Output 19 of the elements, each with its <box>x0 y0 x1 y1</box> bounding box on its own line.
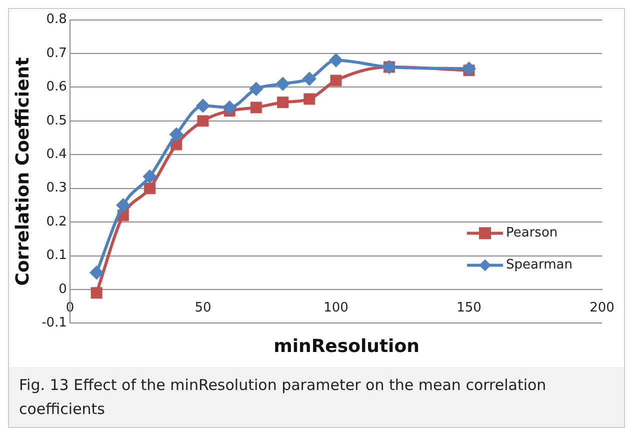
y-axis-title: Correlation Coefficient <box>12 56 34 286</box>
legend-label: Pearson <box>506 226 558 241</box>
y-tick-label: 0.7 <box>46 46 67 61</box>
x-tick-label: 100 <box>324 300 348 316</box>
y-tick-label: 0.8 <box>46 12 67 28</box>
y-tick-label: 0.4 <box>46 147 67 162</box>
x-tick-label: 50 <box>194 300 212 316</box>
y-tick-label: 0.2 <box>46 214 67 230</box>
y-tick-label: 0 <box>58 282 67 297</box>
y-tick-label: -0.1 <box>42 316 67 331</box>
x-axis-title: minResolution <box>272 335 420 359</box>
y-tick-label: 0.1 <box>46 248 67 264</box>
x-tick-label: 200 <box>590 300 614 316</box>
x-tick-label: 150 <box>456 300 482 316</box>
caption: Fig. 13 Effect of the minResolution parameter on the mean correlation coefficients <box>9 367 624 427</box>
y-tick-label: 0.5 <box>46 113 67 128</box>
legend-label: Spearman <box>506 258 572 273</box>
y-tick-label: 0.3 <box>46 180 67 196</box>
y-tick-label: 0.6 <box>46 80 67 95</box>
